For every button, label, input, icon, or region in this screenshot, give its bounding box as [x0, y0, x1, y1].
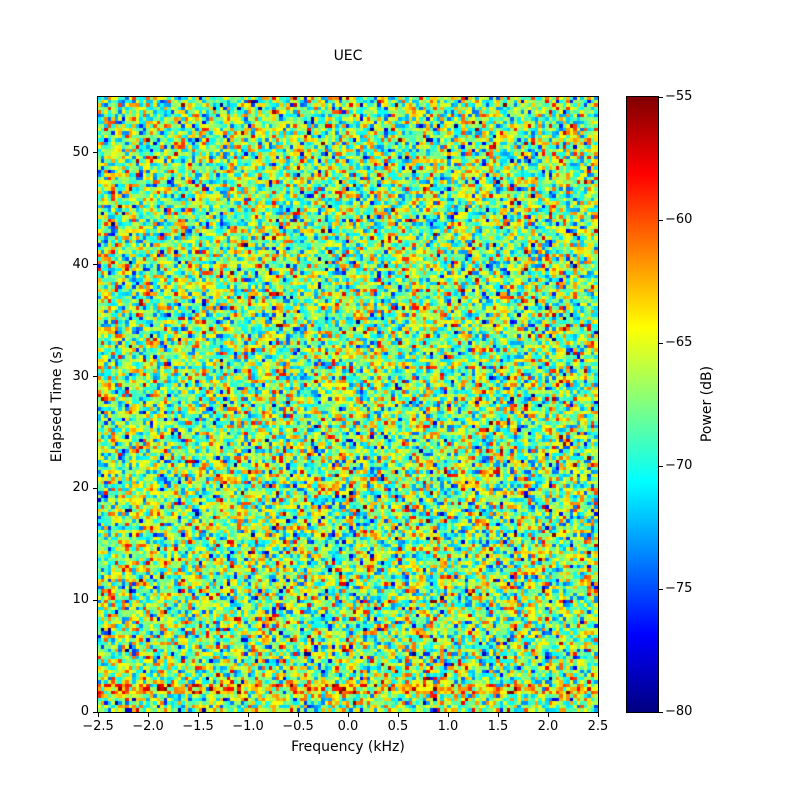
y-tick-mark [93, 487, 97, 489]
x-tick-mark [497, 713, 499, 717]
colorbar-tick-mark [659, 588, 663, 590]
y-axis-label: Elapsed Time (s) [49, 345, 65, 463]
colorbar-tick-mark [659, 219, 663, 221]
colorbar-tick-label: −60 [665, 212, 693, 227]
y-tick-label: 0 [80, 704, 89, 719]
x-axis-label: Frequency (kHz) [291, 739, 405, 755]
heatmap-plot-area [97, 96, 599, 713]
x-tick-mark [197, 713, 199, 717]
colorbar [626, 96, 659, 713]
x-tick-mark [597, 713, 599, 717]
x-tick-label: 0.0 [337, 719, 359, 734]
x-tick-mark [347, 713, 349, 717]
colorbar-tick-mark [659, 96, 663, 98]
x-tick-label: 2.0 [537, 719, 559, 734]
x-tick-label: −2.0 [132, 719, 164, 734]
colorbar-tick-label: −70 [665, 458, 693, 473]
y-tick-mark [93, 264, 97, 266]
y-tick-mark [93, 711, 97, 713]
x-tick-mark [147, 713, 149, 717]
x-tick-label: 1.0 [437, 719, 459, 734]
colorbar-tick-mark [659, 465, 663, 467]
y-tick-label: 30 [72, 368, 89, 384]
x-tick-label: −2.5 [82, 719, 114, 734]
colorbar-label: Power (dB) [699, 365, 715, 443]
x-tick-mark [247, 713, 249, 717]
colorbar-tick-mark [659, 711, 663, 713]
x-tick-label: 2.5 [587, 719, 609, 734]
spectrogram-heatmap-canvas [98, 97, 598, 712]
y-tick-label: 10 [72, 592, 89, 608]
x-tick-mark [397, 713, 399, 717]
y-tick-mark [93, 599, 97, 601]
y-tick-mark [93, 376, 97, 378]
y-tick-label: 50 [72, 144, 89, 160]
colorbar-tick-label: −80 [665, 704, 693, 719]
x-tick-label: −0.5 [282, 719, 314, 734]
y-tick-label: 20 [72, 480, 89, 496]
x-tick-mark [297, 713, 299, 717]
x-tick-label: −1.0 [232, 719, 264, 734]
x-tick-mark [97, 713, 99, 717]
x-tick-label: 0.5 [387, 719, 409, 734]
chart-title: UEC [333, 48, 363, 64]
colorbar-tick-label: −55 [665, 89, 693, 104]
colorbar-tick-label: −75 [665, 581, 693, 596]
y-tick-mark [93, 152, 97, 154]
y-tick-label: 40 [72, 256, 89, 272]
x-tick-mark [447, 713, 449, 717]
x-tick-mark [547, 713, 549, 717]
colorbar-tick-mark [659, 342, 663, 344]
x-tick-label: 1.5 [487, 719, 509, 734]
x-tick-label: −1.5 [182, 719, 214, 734]
colorbar-tick-label: −65 [665, 335, 693, 350]
